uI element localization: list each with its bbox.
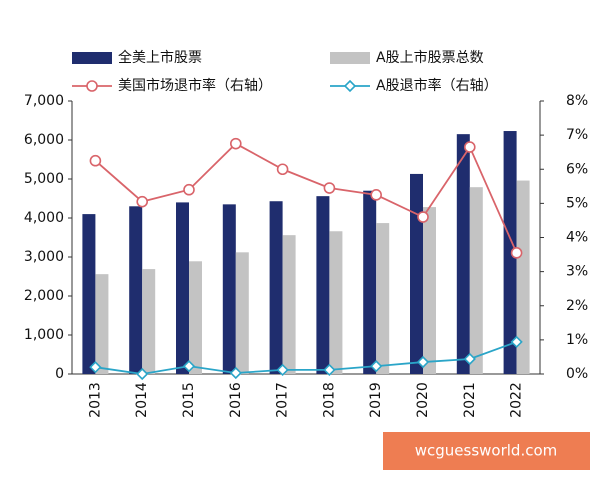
bar	[376, 223, 390, 374]
line-marker	[416, 355, 430, 369]
line-marker	[276, 163, 289, 176]
bar	[176, 202, 189, 374]
x-tick-label: 2018	[321, 382, 337, 418]
legend-marker	[86, 80, 98, 92]
line-marker	[89, 154, 102, 167]
y-tick-label: 0	[55, 366, 64, 382]
legend-label: 美国市场退市率（右轴）	[118, 77, 272, 94]
y2-tick-label: 5%	[566, 195, 588, 211]
watermark-box	[383, 432, 590, 470]
x-tick-label: 2013	[87, 382, 103, 418]
y-tick-label: 3,000	[24, 249, 64, 265]
x-tick-label: 2022	[509, 382, 525, 418]
x-tick-label: 2021	[462, 382, 478, 418]
line-marker	[370, 189, 383, 201]
legend-marker	[343, 79, 357, 93]
bar	[82, 214, 96, 374]
bar	[410, 173, 423, 374]
legend-label: A股上市股票总数	[376, 49, 484, 66]
bar	[363, 190, 377, 374]
line-marker	[370, 360, 383, 373]
legend-label: 全美上市股票	[118, 49, 202, 66]
line-marker	[417, 211, 429, 223]
line-marker	[463, 352, 476, 366]
y2-tick-label: 0%	[566, 366, 588, 382]
watermark: wcguessworld.com	[415, 442, 558, 460]
legend-swatch	[330, 52, 370, 64]
line-marker	[510, 335, 523, 349]
x-tick-label: 2019	[368, 382, 384, 418]
y-tick-label: 1,000	[24, 327, 64, 343]
line-marker	[463, 141, 476, 153]
y2-tick-label: 1%	[566, 332, 588, 348]
bar	[95, 274, 109, 374]
bar	[456, 134, 470, 374]
bar	[469, 187, 483, 374]
y2-tick-label: 2%	[566, 298, 588, 314]
y2-tick-label: 3%	[566, 264, 588, 280]
y-tick-label: 4,000	[24, 210, 64, 226]
bar	[142, 269, 156, 374]
y2-tick-label: 8%	[566, 93, 588, 109]
y2-tick-label: 6%	[566, 161, 588, 177]
x-tick-label: 2020	[415, 382, 431, 418]
line	[94, 142, 518, 254]
line-marker	[89, 361, 102, 374]
y-tick-label: 6,000	[24, 132, 64, 148]
line-marker	[136, 367, 149, 381]
line-marker	[230, 137, 242, 150]
bar	[269, 201, 283, 374]
bar	[316, 196, 330, 374]
bar	[222, 204, 236, 374]
bar	[516, 180, 530, 374]
line	[95, 341, 517, 375]
bar	[329, 231, 343, 374]
line-marker	[183, 183, 195, 196]
bar	[189, 261, 202, 374]
bar	[235, 252, 249, 374]
x-tick-label: 2017	[275, 382, 291, 418]
y-tick-label: 5,000	[24, 171, 64, 187]
bar	[129, 206, 143, 374]
y-tick-label: 7,000	[24, 93, 64, 109]
line-marker	[276, 363, 289, 377]
x-tick-label: 2015	[181, 382, 197, 418]
bar	[282, 235, 296, 374]
bar	[423, 207, 436, 374]
bar	[503, 131, 517, 374]
line-marker	[229, 366, 242, 380]
line-marker	[182, 360, 196, 373]
legend-swatch	[72, 52, 112, 64]
y-tick-label: 2,000	[24, 288, 64, 304]
legend-label: A股退市率（右轴）	[376, 77, 498, 94]
y2-tick-label: 7%	[566, 127, 588, 143]
y2-tick-label: 4%	[566, 230, 588, 246]
x-tick-label: 2014	[134, 382, 150, 418]
line-marker	[510, 247, 523, 259]
x-tick-label: 2016	[228, 382, 244, 418]
line-marker	[136, 195, 148, 208]
line-marker	[323, 182, 336, 194]
line-marker	[323, 363, 336, 377]
